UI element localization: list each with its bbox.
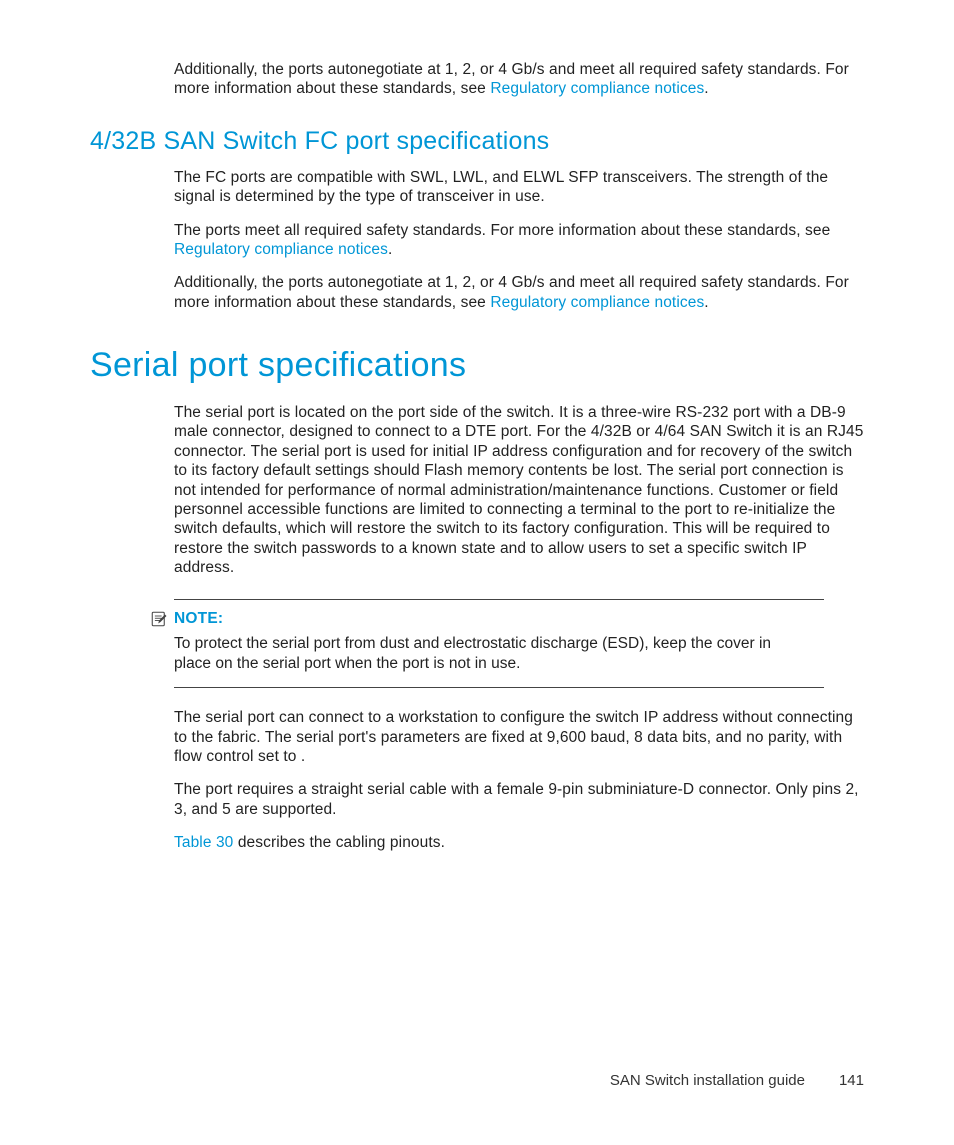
- text: describes the cabling pinouts.: [233, 834, 445, 851]
- fc-paragraph-1: The FC ports are compatible with SWL, LW…: [174, 168, 864, 207]
- fc-paragraph-2: The ports meet all required safety stand…: [174, 221, 864, 260]
- intro-paragraph: Additionally, the ports autonegotiate at…: [174, 60, 864, 99]
- regulatory-compliance-link[interactable]: Regulatory compliance notices: [490, 294, 704, 311]
- serial-port-spec-heading: Serial port specifications: [90, 346, 864, 385]
- serial-paragraph-3: The port requires a straight serial cabl…: [174, 780, 864, 819]
- regulatory-compliance-link[interactable]: Regulatory compliance notices: [174, 241, 388, 258]
- note-label: NOTE:: [174, 610, 223, 628]
- fc-port-spec-heading: 4/32B SAN Switch FC port specifications: [90, 127, 864, 156]
- fc-paragraph-3: Additionally, the ports autonegotiate at…: [174, 273, 864, 312]
- serial-paragraph-1: The serial port is located on the port s…: [174, 403, 864, 577]
- table-30-link[interactable]: Table 30: [174, 834, 233, 851]
- page-footer: SAN Switch installation guide 141: [610, 1072, 864, 1089]
- note-rule-top: [174, 599, 824, 600]
- text: .: [704, 294, 708, 311]
- serial-paragraph-4: Table 30 describes the cabling pinouts.: [174, 833, 864, 852]
- note-body: To protect the serial port from dust and…: [174, 634, 824, 673]
- note-block: NOTE: To protect the serial port from du…: [174, 599, 864, 688]
- note-rule-bottom: [174, 687, 824, 688]
- regulatory-compliance-link[interactable]: Regulatory compliance notices: [490, 80, 704, 97]
- footer-title: SAN Switch installation guide: [610, 1072, 805, 1089]
- text: The ports meet all required safety stand…: [174, 222, 830, 239]
- serial-paragraph-2: The serial port can connect to a worksta…: [174, 708, 864, 766]
- note-icon: [150, 610, 168, 628]
- text: .: [704, 80, 708, 97]
- text: .: [388, 241, 392, 258]
- page-number: 141: [839, 1072, 864, 1089]
